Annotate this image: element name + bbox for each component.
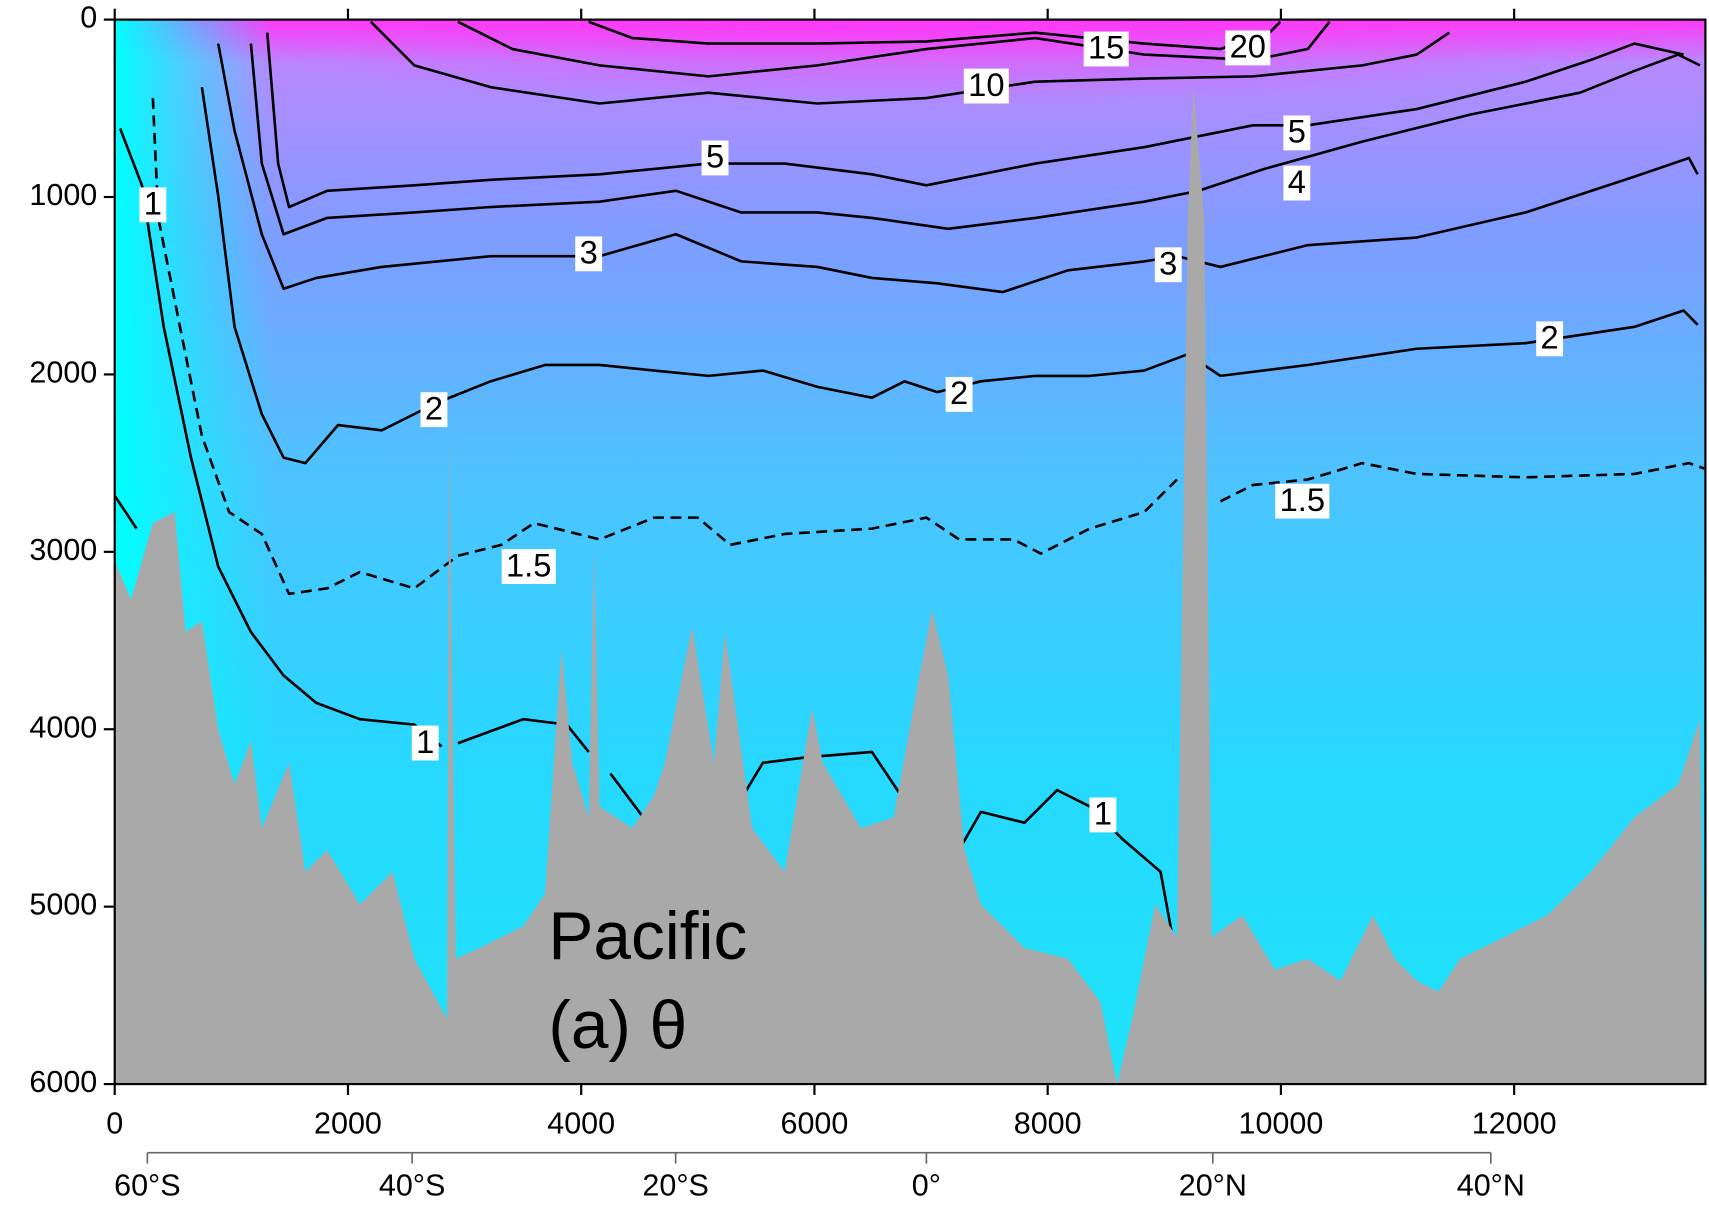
bathymetry: [114, 87, 1706, 1085]
contour-label-group: 3: [575, 234, 603, 272]
contour-label: 5: [706, 138, 724, 175]
contour-label-group: 2: [945, 374, 973, 412]
contour-label-group: 5: [701, 138, 729, 176]
latitude-tick-label: 0°: [912, 1169, 941, 1203]
x-tick-label: 0: [106, 1107, 123, 1141]
contour-label-box: [575, 236, 603, 272]
contour-line: [114, 128, 1173, 932]
x-tick-label: 6000: [781, 1107, 849, 1141]
contour-label-box: [1283, 165, 1311, 201]
contour-line: [265, 32, 1684, 209]
contour-line: [249, 43, 1701, 236]
contour-label: 1: [144, 185, 162, 222]
x-tick-label: 8000: [1014, 1107, 1082, 1141]
contour-label-group: 4: [1283, 163, 1311, 201]
contour-label-group: 2: [420, 389, 448, 428]
contour-line: [151, 97, 1705, 596]
basin-label: Pacific: [548, 899, 747, 974]
latitude-tick-label: 60°S: [114, 1169, 180, 1203]
contour-label: 5: [1288, 113, 1306, 150]
contour-label-group: 1: [411, 723, 439, 761]
contour-line: [369, 20, 1450, 105]
plot-area: 1 1 1 1.5 1.5 2 2 2 3 3 4 5 5 10 15 20: [114, 19, 1706, 1085]
contour-label-box: [1536, 321, 1564, 357]
x-tick-label: 4000: [547, 1107, 615, 1141]
contour-label: 20: [1230, 28, 1266, 65]
y-tick-label: 1000: [29, 178, 97, 212]
contour-label: 3: [1159, 244, 1177, 281]
contour-label-box: [1283, 115, 1311, 151]
contour-label: 2: [425, 389, 443, 426]
contour-label-box: [420, 392, 448, 428]
contour-label: 15: [1088, 29, 1124, 66]
contour-label-group: 1: [139, 185, 167, 223]
contour-label-box: [945, 376, 973, 412]
contour-label-box: [1083, 31, 1129, 67]
contour-label: 1: [416, 723, 434, 760]
contour-line: [216, 43, 1699, 294]
contour-line: [457, 20, 1331, 78]
contour-label-box: [1275, 483, 1330, 519]
latitude-tick-label: 20°N: [1179, 1169, 1247, 1203]
latitude-tick-label: 20°S: [642, 1169, 708, 1203]
latitude-tick-label: 40°N: [1457, 1169, 1525, 1203]
y-tick-label: 5000: [29, 888, 97, 922]
contour-label-group: 1: [1089, 795, 1117, 833]
y-tick-label: 4000: [29, 710, 97, 744]
contour-label: 4: [1288, 163, 1306, 200]
contour-label: 3: [580, 234, 598, 271]
latitude-tick-label: 40°S: [379, 1169, 445, 1203]
contour-label: 1: [1094, 795, 1112, 832]
x-tick-label: 10000: [1239, 1107, 1324, 1141]
contour-label-box: [501, 549, 556, 584]
panel-label: (a) θ: [548, 988, 687, 1063]
contour-label-group: 1.5: [501, 546, 556, 584]
contour-line: [200, 86, 1699, 465]
contour-label: 1.5: [1280, 481, 1325, 518]
contour-label: 10: [968, 66, 1004, 103]
y-tick-label: 0: [80, 1, 97, 35]
contour-label-box: [139, 187, 167, 223]
contour-label-box: [411, 725, 439, 761]
y-tick-label: 6000: [29, 1065, 97, 1099]
contour-label-box: [701, 140, 729, 176]
contour-label-group: 10: [963, 66, 1009, 104]
contour-label: 2: [950, 374, 968, 411]
x-tick-label: 2000: [314, 1107, 382, 1141]
contour-label-box: [963, 68, 1009, 104]
x-tick-label: 12000: [1472, 1107, 1557, 1141]
y-tick-label: 2000: [29, 355, 97, 389]
contour-label: 1.5: [506, 546, 551, 583]
contour-label-box: [1154, 247, 1182, 283]
contour-label-group: 3: [1154, 244, 1182, 283]
contour-label-group: 15: [1083, 29, 1129, 67]
contour-label-group: 1.5: [1275, 481, 1330, 519]
contour-label-group: 5: [1283, 113, 1311, 151]
contour-label-group: 2: [1536, 319, 1564, 357]
contour-label-box: [1225, 30, 1271, 66]
contour-label: 2: [1541, 319, 1559, 356]
contour-label-box: [1089, 797, 1117, 833]
y-tick-label: 3000: [29, 533, 97, 567]
contour-label-group: 20: [1225, 28, 1271, 66]
